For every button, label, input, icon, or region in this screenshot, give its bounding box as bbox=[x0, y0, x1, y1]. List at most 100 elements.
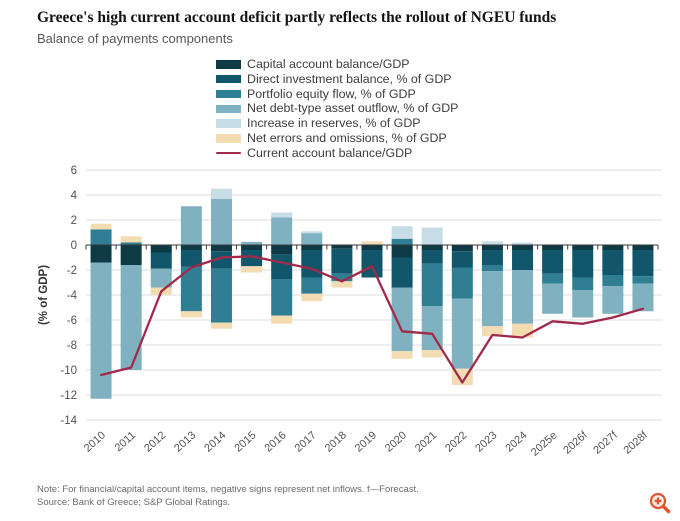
bar-segment bbox=[210, 188, 232, 199]
y-axis-title: (% of GDP) bbox=[38, 265, 50, 325]
legend-label: Direct investment balance, % of GDP bbox=[247, 71, 452, 86]
bar-segment bbox=[90, 229, 112, 245]
bar-segment bbox=[481, 271, 503, 327]
legend-item: Current account balance/GDP bbox=[216, 146, 458, 161]
bar-segment bbox=[421, 306, 443, 350]
y-tick-label: -14 bbox=[60, 415, 77, 427]
bar-segment bbox=[210, 322, 232, 329]
x-tick-label: 2024 bbox=[503, 429, 529, 454]
bar-segment bbox=[241, 250, 263, 267]
x-tick-label: 2011 bbox=[113, 429, 139, 454]
bar-2021 bbox=[421, 227, 443, 358]
bar-2019 bbox=[361, 241, 383, 278]
bar-segment bbox=[632, 245, 654, 250]
bar-2018 bbox=[331, 245, 353, 288]
bar-segment bbox=[632, 250, 654, 277]
bar-segment bbox=[331, 281, 353, 288]
bar-segment bbox=[391, 238, 413, 245]
bar-segment bbox=[421, 263, 443, 307]
legend-item: Portfolio equity flow, % of GDP bbox=[216, 87, 458, 102]
bar-segment bbox=[90, 245, 112, 263]
bar-segment bbox=[241, 245, 263, 250]
bar-segment bbox=[602, 286, 624, 314]
bar-segment bbox=[301, 250, 323, 278]
legend-color-swatch bbox=[216, 134, 241, 143]
bar-2016 bbox=[271, 212, 293, 324]
legend-label: Portfolio equity flow, % of GDP bbox=[247, 86, 416, 101]
bar-segment bbox=[271, 254, 293, 280]
bar-segment bbox=[301, 277, 323, 294]
magnifier-plus-icon[interactable] bbox=[647, 490, 673, 516]
y-tick-label: -8 bbox=[67, 340, 77, 352]
y-tick-label: -6 bbox=[67, 315, 77, 327]
bar-segment bbox=[542, 245, 564, 250]
bar-segment bbox=[271, 217, 293, 245]
bar-segment bbox=[331, 273, 353, 282]
bar-2025e bbox=[542, 245, 564, 314]
bar-segment bbox=[512, 245, 534, 250]
bar-segment bbox=[481, 250, 503, 265]
bar-segment bbox=[421, 245, 443, 250]
x-tick-label: 2012 bbox=[142, 429, 168, 454]
bar-segment bbox=[180, 245, 202, 250]
bar-segment bbox=[451, 251, 473, 268]
bar-segment bbox=[512, 323, 534, 338]
bar-segment bbox=[331, 245, 353, 249]
bar-segment bbox=[602, 275, 624, 287]
bar-segment bbox=[391, 245, 413, 258]
bar-segment bbox=[210, 268, 232, 323]
bar-segment bbox=[331, 248, 353, 274]
y-tick-label: -4 bbox=[67, 290, 78, 302]
bar-segment bbox=[120, 236, 142, 243]
x-tick-label: 2018 bbox=[323, 429, 349, 454]
note-text: Note: For financial/capital account item… bbox=[37, 484, 419, 495]
bar-segment bbox=[120, 242, 142, 245]
x-tick-label: 2027f bbox=[591, 429, 620, 457]
bar-segment bbox=[572, 245, 594, 250]
bar-segment bbox=[180, 311, 202, 318]
bar-segment bbox=[572, 250, 594, 278]
bar-segment bbox=[301, 233, 323, 245]
bar-segment bbox=[602, 245, 624, 250]
x-axis bbox=[85, 244, 659, 250]
bar-segment bbox=[481, 265, 503, 272]
bar-segment bbox=[602, 250, 624, 275]
y-tick-label: 6 bbox=[71, 165, 77, 177]
bar-segment bbox=[241, 266, 263, 273]
bar-segment bbox=[90, 262, 112, 399]
bar-segment bbox=[632, 276, 654, 284]
footnotes: Note: For financial/capital account item… bbox=[37, 483, 597, 509]
bar-segment bbox=[421, 250, 443, 264]
bar-2014 bbox=[210, 188, 232, 329]
x-tick-label: 2028f bbox=[621, 429, 650, 457]
bar-segment bbox=[301, 293, 323, 302]
legend-color-swatch bbox=[216, 74, 241, 84]
legend: Capital account balance/GDP Direct invest… bbox=[216, 57, 458, 161]
x-tick-label: 2025e bbox=[529, 429, 560, 458]
bar-2013 bbox=[180, 206, 202, 318]
source-text: Source: Bank of Greece; S&P Global Ratin… bbox=[37, 497, 231, 508]
bar-2026f bbox=[572, 245, 594, 318]
legend-color-swatch bbox=[216, 104, 241, 114]
bar-segment bbox=[361, 241, 383, 245]
bar-segment bbox=[481, 245, 503, 250]
x-tick-label: 2017 bbox=[293, 429, 319, 454]
bar-segment bbox=[572, 290, 594, 318]
legend-item: Net debt-type asset outflow, % of GDP bbox=[216, 101, 458, 116]
bar-2028f bbox=[632, 245, 654, 312]
bar-segment bbox=[150, 245, 172, 253]
x-tick-label: 2013 bbox=[172, 429, 198, 454]
x-tick-label: 2010 bbox=[82, 429, 108, 454]
bar-segment bbox=[301, 245, 323, 250]
current-account-line bbox=[99, 255, 645, 384]
bar-segment bbox=[271, 315, 293, 324]
legend-color-swatch bbox=[216, 119, 241, 128]
chart-title: Greece's high current account deficit pa… bbox=[37, 9, 557, 26]
y-tick-label: -10 bbox=[60, 365, 77, 377]
bar-segment bbox=[180, 250, 202, 267]
legend-color-swatch bbox=[216, 60, 241, 69]
bar-segment bbox=[481, 241, 503, 245]
bar-2015 bbox=[241, 241, 263, 273]
